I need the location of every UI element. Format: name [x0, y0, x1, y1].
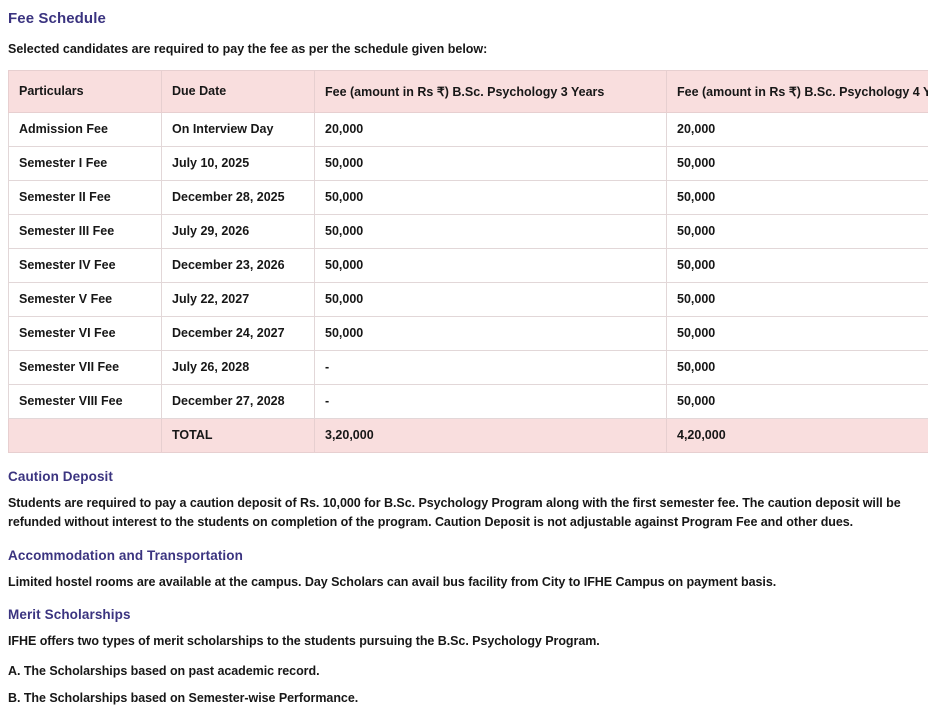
cell-fee-3-years: 20,000	[315, 112, 667, 146]
table-header-row: Particulars Due Date Fee (amount in Rs ₹…	[9, 70, 928, 112]
cell-fee-3-years: 50,000	[315, 180, 667, 214]
section-body-merit-scholarships: IFHE offers two types of merit scholarsh…	[8, 632, 920, 651]
fee-table-head: Particulars Due Date Fee (amount in Rs ₹…	[9, 70, 928, 112]
cell-total-blank	[9, 418, 162, 452]
table-row: Admission Fee On Interview Day 20,000 20…	[9, 112, 928, 146]
cell-fee-3-years: 50,000	[315, 146, 667, 180]
cell-particulars: Admission Fee	[9, 112, 162, 146]
cell-due-date: July 26, 2028	[162, 350, 315, 384]
cell-fee-3-years: -	[315, 350, 667, 384]
cell-particulars: Semester V Fee	[9, 282, 162, 316]
section-merit-scholarships: Merit Scholarships IFHE offers two types…	[8, 607, 920, 708]
fee-table-body: Admission Fee On Interview Day 20,000 20…	[9, 112, 928, 452]
cell-particulars: Semester III Fee	[9, 214, 162, 248]
table-row: Semester IV Fee December 23, 2026 50,000…	[9, 248, 928, 282]
table-row: Semester II Fee December 28, 2025 50,000…	[9, 180, 928, 214]
cell-fee-4-years: 50,000	[667, 384, 928, 418]
cell-fee-3-years: 50,000	[315, 248, 667, 282]
cell-particulars: Semester IV Fee	[9, 248, 162, 282]
cell-total-label: TOTAL	[162, 418, 315, 452]
cell-particulars: Semester VII Fee	[9, 350, 162, 384]
cell-due-date: On Interview Day	[162, 112, 315, 146]
cell-fee-3-years: 50,000	[315, 214, 667, 248]
cell-particulars: Semester VIII Fee	[9, 384, 162, 418]
section-body-caution-deposit: Students are required to pay a caution d…	[8, 494, 920, 533]
cell-fee-4-years: 50,000	[667, 282, 928, 316]
cell-fee-4-years: 20,000	[667, 112, 928, 146]
table-row: Semester VII Fee July 26, 2028 - 50,000	[9, 350, 928, 384]
table-row: Semester I Fee July 10, 2025 50,000 50,0…	[9, 146, 928, 180]
cell-due-date: December 24, 2027	[162, 316, 315, 350]
list-item: B. The Scholarships based on Semester-wi…	[8, 689, 920, 708]
cell-due-date: December 28, 2025	[162, 180, 315, 214]
cell-particulars: Semester II Fee	[9, 180, 162, 214]
cell-particulars: Semester VI Fee	[9, 316, 162, 350]
column-header-fee-4-years: Fee (amount in Rs ₹) B.Sc. Psychology 4 …	[667, 70, 928, 112]
column-header-particulars: Particulars	[9, 70, 162, 112]
cell-due-date: July 22, 2027	[162, 282, 315, 316]
cell-fee-4-years: 50,000	[667, 316, 928, 350]
cell-due-date: July 29, 2026	[162, 214, 315, 248]
table-row: Semester VI Fee December 24, 2027 50,000…	[9, 316, 928, 350]
section-title-accommodation-transportation: Accommodation and Transportation	[8, 548, 920, 563]
scholarship-list: A. The Scholarships based on past academ…	[8, 662, 920, 708]
cell-fee-3-years: -	[315, 384, 667, 418]
section-body-accommodation-transportation: Limited hostel rooms are available at th…	[8, 573, 920, 592]
cell-fee-4-years: 50,000	[667, 350, 928, 384]
cell-due-date: July 10, 2025	[162, 146, 315, 180]
table-row: Semester III Fee July 29, 2026 50,000 50…	[9, 214, 928, 248]
cell-total-3-years: 3,20,000	[315, 418, 667, 452]
table-row: Semester V Fee July 22, 2027 50,000 50,0…	[9, 282, 928, 316]
cell-fee-3-years: 50,000	[315, 282, 667, 316]
section-caution-deposit: Caution Deposit Students are required to…	[8, 469, 920, 533]
fee-schedule-table: Particulars Due Date Fee (amount in Rs ₹…	[8, 70, 928, 453]
column-header-due-date: Due Date	[162, 70, 315, 112]
intro-text: Selected candidates are required to pay …	[8, 40, 920, 59]
cell-particulars: Semester I Fee	[9, 146, 162, 180]
cell-total-4-years: 4,20,000	[667, 418, 928, 452]
cell-fee-4-years: 50,000	[667, 146, 928, 180]
section-accommodation-transportation: Accommodation and Transportation Limited…	[8, 548, 920, 592]
cell-fee-4-years: 50,000	[667, 214, 928, 248]
cell-fee-4-years: 50,000	[667, 248, 928, 282]
section-title-merit-scholarships: Merit Scholarships	[8, 607, 920, 622]
cell-due-date: December 23, 2026	[162, 248, 315, 282]
section-title-caution-deposit: Caution Deposit	[8, 469, 920, 484]
cell-fee-4-years: 50,000	[667, 180, 928, 214]
cell-due-date: December 27, 2028	[162, 384, 315, 418]
table-row: Semester VIII Fee December 27, 2028 - 50…	[9, 384, 928, 418]
table-total-row: TOTAL 3,20,000 4,20,000	[9, 418, 928, 452]
cell-fee-3-years: 50,000	[315, 316, 667, 350]
column-header-fee-3-years: Fee (amount in Rs ₹) B.Sc. Psychology 3 …	[315, 70, 667, 112]
page-title: Fee Schedule	[8, 10, 920, 27]
